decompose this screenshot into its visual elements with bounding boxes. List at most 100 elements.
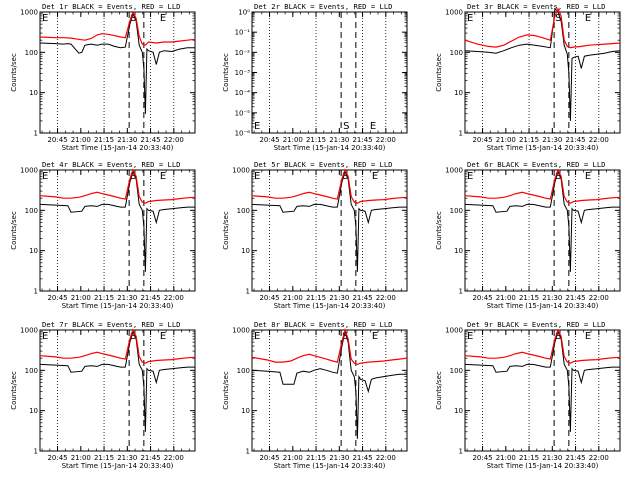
panel-title: Det 3r BLACK = Events, RED = LLD xyxy=(467,2,605,11)
panel-det-8r: Det 8r BLACK = Events, RED = LLD E S E 1 10 10… xyxy=(222,320,408,470)
x-axis-label: Start Time (15-Jan-14 20:33:40) xyxy=(487,462,599,470)
x-axis-label: Start Time (15-Jan-14 20:33:40) xyxy=(487,302,599,310)
plot-frame xyxy=(464,11,621,134)
series-line-lld xyxy=(464,328,621,364)
y-tick-label: 100 xyxy=(450,207,463,215)
series-line-events xyxy=(251,329,407,439)
x-tick-label: 21:30 xyxy=(542,136,562,144)
x-tick-label: 22:00 xyxy=(589,454,609,462)
panel-title: Det 5r BLACK = Events, RED = LLD xyxy=(254,160,392,169)
y-tick-label: 1 xyxy=(459,448,463,456)
y-tick-label: 10⁻⁶ xyxy=(235,130,251,138)
y-axis-label: Counts/sec xyxy=(222,371,230,410)
marker-label-e: E xyxy=(160,171,166,182)
x-tick-label: 21:00 xyxy=(496,454,516,462)
series-line-events xyxy=(464,170,620,272)
y-tick-label: 10⁻⁵ xyxy=(235,109,251,117)
x-tick-label: 20:45 xyxy=(259,136,279,144)
series-line-lld xyxy=(39,328,196,364)
panel-title: Det 7r BLACK = Events, RED = LLD xyxy=(42,320,180,329)
x-tick-label: 21:15 xyxy=(94,294,114,302)
x-tick-label: 20:45 xyxy=(259,294,279,302)
x-tick-label: 21:45 xyxy=(352,136,372,144)
marker-label-s: S xyxy=(555,331,561,342)
x-tick-label: 21:15 xyxy=(94,136,114,144)
x-tick-label: 22:00 xyxy=(376,294,396,302)
panel-det-7r: Det 7r BLACK = Events, RED = LLD E S E 1 10 10… xyxy=(10,320,196,470)
x-tick-label: 21:45 xyxy=(140,454,160,462)
x-tick-label: 21:30 xyxy=(117,294,137,302)
y-axis-label: Counts/sec xyxy=(10,371,18,410)
y-tick-label: 10 xyxy=(29,247,38,255)
x-tick-label: 21:15 xyxy=(519,294,539,302)
x-tick-label: 21:15 xyxy=(306,294,326,302)
x-tick-label: 22:00 xyxy=(589,136,609,144)
x-axis-label: Start Time (15-Jan-14 20:33:40) xyxy=(274,302,386,310)
y-tick-label: 100 xyxy=(450,367,463,375)
x-axis-label: Start Time (15-Jan-14 20:33:40) xyxy=(62,144,174,152)
x-tick-label: 20:45 xyxy=(472,454,492,462)
y-tick-label: 1 xyxy=(34,130,38,138)
panel-det-1r: Det 1r BLACK = Events, RED = LLD E S E 1 10 10… xyxy=(10,2,196,152)
marker-label-s: S xyxy=(343,121,349,132)
x-tick-label: 21:15 xyxy=(306,136,326,144)
x-tick-label: 21:30 xyxy=(329,136,349,144)
y-tick-label: 1000 xyxy=(20,9,38,17)
panel-title: Det 4r BLACK = Events, RED = LLD xyxy=(42,160,180,169)
marker-label-e: E xyxy=(585,331,591,342)
series-line-events xyxy=(251,170,407,272)
y-tick-label: 10 xyxy=(454,89,463,97)
x-tick-label: 21:45 xyxy=(565,136,585,144)
x-tick-label: 21:30 xyxy=(542,294,562,302)
x-tick-label: 20:45 xyxy=(259,454,279,462)
marker-label-e: E xyxy=(160,13,166,24)
y-axis-label: Counts/sec xyxy=(222,53,230,92)
x-tick-label: 21:45 xyxy=(140,136,160,144)
marker-label-s: S xyxy=(555,171,561,182)
panel-det-3r: Det 3r BLACK = Events, RED = LLD E S E 1 10 10… xyxy=(435,2,621,152)
x-tick-label: 21:15 xyxy=(306,454,326,462)
x-tick-label: 21:00 xyxy=(283,454,303,462)
x-tick-label: 22:00 xyxy=(376,454,396,462)
series-line-events xyxy=(39,330,195,432)
y-tick-label: 1000 xyxy=(445,9,463,17)
x-tick-label: 21:30 xyxy=(542,454,562,462)
marker-label-e: E xyxy=(254,121,260,132)
y-tick-label: 1 xyxy=(34,448,38,456)
y-tick-label: 1000 xyxy=(445,167,463,175)
y-tick-label: 100 xyxy=(237,367,250,375)
marker-label-e: E xyxy=(42,13,48,24)
marker-label-e: E xyxy=(254,331,260,342)
series-line-events xyxy=(464,7,621,121)
panel-title: Det 6r BLACK = Events, RED = LLD xyxy=(467,160,605,169)
series-line-events xyxy=(39,12,195,114)
marker-label-e: E xyxy=(467,331,473,342)
y-tick-label: 10⁻⁴ xyxy=(235,89,251,97)
y-axis-label: Counts/sec xyxy=(222,211,230,250)
x-tick-label: 21:30 xyxy=(329,294,349,302)
x-tick-label: 21:00 xyxy=(283,294,303,302)
y-tick-label: 10 xyxy=(241,407,250,415)
plot-frame xyxy=(251,329,408,452)
x-axis-label: Start Time (15-Jan-14 20:33:40) xyxy=(62,462,174,470)
marker-label-e: E xyxy=(585,13,591,24)
marker-label-e: E xyxy=(467,13,473,24)
y-tick-label: 1 xyxy=(34,288,38,296)
x-tick-label: 22:00 xyxy=(589,294,609,302)
x-tick-label: 22:00 xyxy=(376,136,396,144)
y-tick-label: 10⁰ xyxy=(238,9,250,17)
x-tick-label: 21:30 xyxy=(329,454,349,462)
y-tick-label: 10 xyxy=(29,89,38,97)
marker-label-e: E xyxy=(467,171,473,182)
series-line-lld xyxy=(39,10,196,46)
marker-label-e: E xyxy=(42,331,48,342)
marker-label-e: E xyxy=(370,121,376,132)
x-axis-label: Start Time (15-Jan-14 20:33:40) xyxy=(487,144,599,152)
y-tick-label: 100 xyxy=(25,207,38,215)
x-axis-label: Start Time (15-Jan-14 20:33:40) xyxy=(62,302,174,310)
series-line-lld xyxy=(251,327,408,366)
x-axis-label: Start Time (15-Jan-14 20:33:40) xyxy=(274,144,386,152)
panel-det-9r: Det 9r BLACK = Events, RED = LLD E S E 1 10 10… xyxy=(435,320,621,470)
x-tick-label: 20:45 xyxy=(472,136,492,144)
series-line-lld xyxy=(39,168,196,204)
